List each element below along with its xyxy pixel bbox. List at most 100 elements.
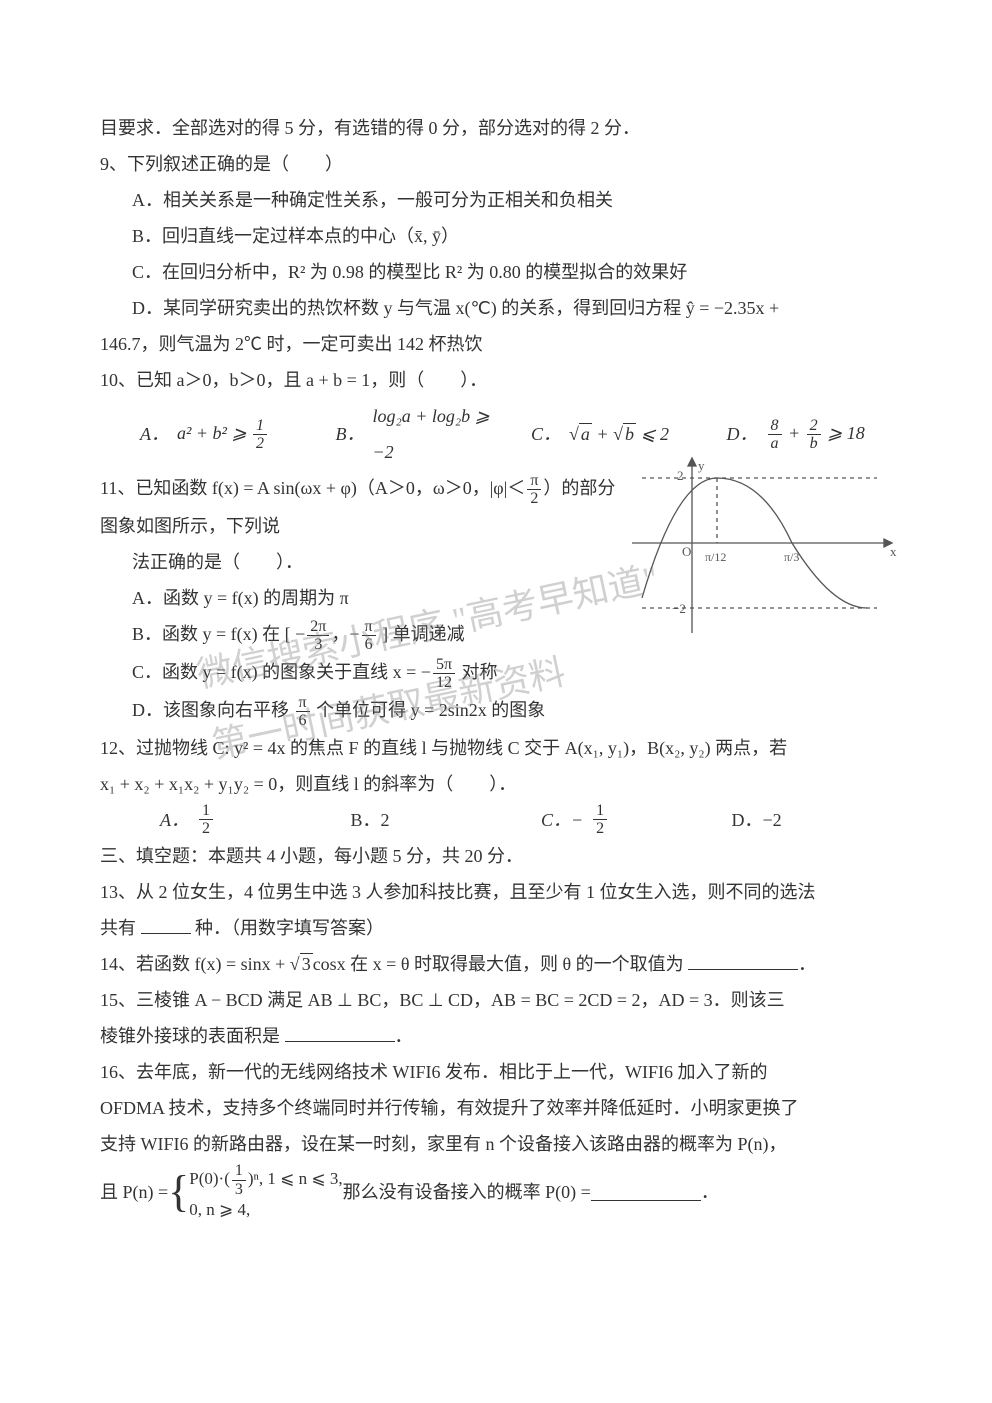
q10-a-expr: a² + b² ⩾ 12: [177, 415, 269, 453]
q14-sqrt: 3: [300, 953, 313, 974]
q15-blank: [285, 1024, 395, 1042]
q9-option-a: A．相关关系是一种确定性关系，一般可分为正相关和负相关: [100, 182, 892, 218]
q16-c1-n: 1: [232, 1162, 246, 1181]
q10-option-a: A． a² + b² ⩾ 12: [140, 415, 306, 453]
q11-graph: y x 2 −2 O π/12 π/3: [632, 448, 902, 633]
brace-icon: {: [168, 1170, 189, 1214]
q10-stem: 10、已知 a＞0，b＞0，且 a + b = 1，则（ ）．: [100, 362, 892, 398]
q9-option-d-part1: D．某同学研究卖出的热饮杯数 y 与气温 x(℃) 的关系，得到回归方程 ŷ =…: [100, 290, 892, 326]
header-scoring-rule: 目要求．全部选对的得 5 分，有选错的得 0 分，部分选对的得 2 分．: [100, 110, 892, 146]
q11-b-d1: 3: [311, 636, 325, 654]
q9-option-d-part2: 146.7，则气温为 2℃ 时，一定可卖出 142 杯热饮: [100, 326, 892, 362]
q12-stem-line2: x₁ + x₂ + x₁x₂ + y₁y₂ = 0，则直线 l 的斜率为（ ）．: [100, 766, 892, 802]
q13-blank: [141, 916, 191, 934]
y-axis-arrow: [688, 458, 696, 466]
q11-d-den: 6: [296, 712, 310, 730]
q14-pre: 14、若函数 f(x) = sinx +: [100, 954, 290, 974]
section-3-title: 三、填空题：本题共 4 小题，每小题 5 分，共 20 分．: [100, 838, 892, 874]
q11-d-pre: D．该图象向右平移: [132, 700, 294, 720]
q10-c-sqrta: a: [579, 423, 592, 444]
q10-a-num: 1: [253, 417, 267, 436]
q11-c-pre: C．函数 y = f(x) 的图象关于直线 x = −: [132, 662, 431, 682]
q11-d-num: π: [296, 694, 310, 713]
q16-p4-mid: 那么没有设备接入的概率 P(0) =: [343, 1174, 591, 1210]
q10-a-prefix: A．: [140, 416, 169, 452]
q12-c-pre: C．−: [541, 802, 583, 838]
q13-part2: 共有 种．（用数字填写答案）: [100, 910, 892, 946]
q11-b-mid: ，−: [331, 624, 359, 644]
q12-c-n: 1: [593, 802, 607, 821]
q16-cases: { P(0)·(13)ⁿ, 1 ⩽ n ⩽ 3, 0, n ⩾ 4,: [168, 1162, 343, 1222]
q15-post: ．: [395, 1026, 413, 1046]
q11-stem-den: 2: [527, 490, 541, 508]
q10-d-n2: 2: [807, 417, 821, 436]
q16-c1-pre: P(0)·(: [189, 1169, 230, 1188]
q12-c-d: 2: [593, 820, 607, 838]
q10-c-expr: a + b ⩽ 2: [569, 416, 669, 452]
q11-option-d: D．该图象向右平移 π6 个单位可得 y = 2sin2x 的图象: [100, 692, 892, 730]
q10-a-den: 2: [253, 435, 267, 453]
q9-option-c: C．在回归分析中，R² 为 0.98 的模型比 R² 为 0.80 的模型拟合的…: [100, 254, 892, 290]
q11-d-suf: 个单位可得 y = 2sin2x 的图象: [312, 700, 546, 720]
q10-c-prefix: C．: [531, 416, 561, 452]
q14: 14、若函数 f(x) = sinx + 3cosx 在 x = θ 时取得最大…: [100, 946, 892, 982]
q16-part3: 支持 WIFI6 的新路由器，设在某一时刻，家里有 n 个设备接入该路由器的概率…: [100, 1126, 892, 1162]
xtick-pi-3: π/3: [784, 550, 799, 564]
q13-part1: 13、从 2 位女生，4 位男生中选 3 人参加科技比赛，且至少有 1 位女生入…: [100, 874, 892, 910]
q11-option-c: C．函数 y = f(x) 的图象关于直线 x = −5π12 对称: [100, 654, 892, 692]
y-trough-label: −2: [672, 601, 686, 616]
q12-options: A． 12 B．2 C．− 12 D．−2: [100, 802, 892, 838]
q16-case2: 0, n ⩾ 4,: [189, 1198, 342, 1222]
q15-part2: 棱锥外接球的表面积是 ．: [100, 1018, 892, 1054]
q16-c1-d: 3: [232, 1181, 246, 1199]
q12-a-n: 1: [199, 802, 213, 821]
q16-part4: 且 P(n) = { P(0)·(13)ⁿ, 1 ⩽ n ⩽ 3, 0, n ⩾…: [100, 1162, 892, 1222]
q16-part2: OFDMA 技术，支持多个终端同时并行传输，有效提升了效率并降低延时．小明家更换…: [100, 1090, 892, 1126]
q10-a-lhs: a² + b² ⩾: [177, 423, 251, 443]
xtick-pi-12: π/12: [705, 550, 726, 564]
q14-mid: cosx 在 x = θ 时取得最大值，则 θ 的一个取值为: [313, 954, 688, 974]
q13-pre: 共有: [100, 918, 141, 938]
q16-p4-post: ．: [701, 1174, 719, 1210]
origin-label: O: [682, 544, 691, 559]
q9-option-b: B．回归直线一定过样本点的中心（x̄, ȳ）: [100, 218, 892, 254]
q12-option-d: D．−2: [732, 802, 893, 838]
q11-b-d2: 6: [362, 636, 376, 654]
q16-blank: [591, 1183, 701, 1201]
q11-c-suf: 对称: [457, 662, 498, 682]
q13-post: 种．（用数字填写答案）: [191, 918, 385, 938]
q10-d-tail: ⩾ 18: [823, 423, 865, 443]
q12-option-c: C．− 12: [541, 802, 702, 838]
q16-p4-pre: 且 P(n) =: [100, 1174, 168, 1210]
q12-a-pre: A．: [160, 802, 189, 838]
q14-blank: [688, 952, 798, 970]
q10-c-sqrtb: b: [623, 423, 636, 444]
q10-d-n1: 8: [768, 417, 782, 436]
q16-part1: 16、去年底，新一代的无线网络技术 WIFI6 发布．相比于上一代，WIFI6 …: [100, 1054, 892, 1090]
q11-c-den: 12: [433, 674, 455, 692]
q10-option-b: B． log₂a + log₂b ⩾ −2: [336, 398, 502, 470]
q11-b-pre: B．函数 y = f(x) 在 [ −: [132, 624, 305, 644]
q11-stem-p1: 11、已知函数 f(x) = A sin(ωx + φ)（A＞0，ω＞0，|φ|…: [100, 478, 525, 498]
q10-c-tail: ⩽ 2: [636, 424, 669, 444]
q10-d-prefix: D．: [727, 416, 758, 452]
q15-part1: 15、三棱锥 A − BCD 满足 AB ⊥ BC，BC ⊥ CD，AB = B…: [100, 982, 892, 1018]
q12-option-a: A． 12: [160, 802, 321, 838]
q10-option-c: C． a + b ⩽ 2: [531, 416, 697, 452]
q12-a-d: 2: [199, 820, 213, 838]
q11-b-n1: 2π: [307, 618, 329, 637]
q11-b-suf: ] 单调递减: [378, 624, 465, 644]
q14-post: ．: [798, 954, 816, 974]
x-axis-label: x: [890, 544, 897, 559]
q11-b-n2: π: [362, 618, 376, 637]
y-axis-label: y: [698, 458, 705, 473]
q11-c-num: 5π: [433, 656, 455, 675]
q12-option-b: B．2: [351, 802, 512, 838]
q9-stem: 9、下列叙述正确的是（ ）: [100, 146, 892, 182]
q16-c1-post: )ⁿ, 1 ⩽ n ⩽ 3,: [248, 1169, 343, 1188]
q15-pre: 棱锥外接球的表面积是: [100, 1026, 285, 1046]
q11-graph-svg: y x 2 −2 O π/12 π/3: [632, 448, 902, 633]
q10-b-expr: log₂a + log₂b ⩾ −2: [373, 398, 502, 470]
q10-b-prefix: B．: [336, 416, 365, 452]
y-peak-label: 2: [677, 468, 684, 483]
